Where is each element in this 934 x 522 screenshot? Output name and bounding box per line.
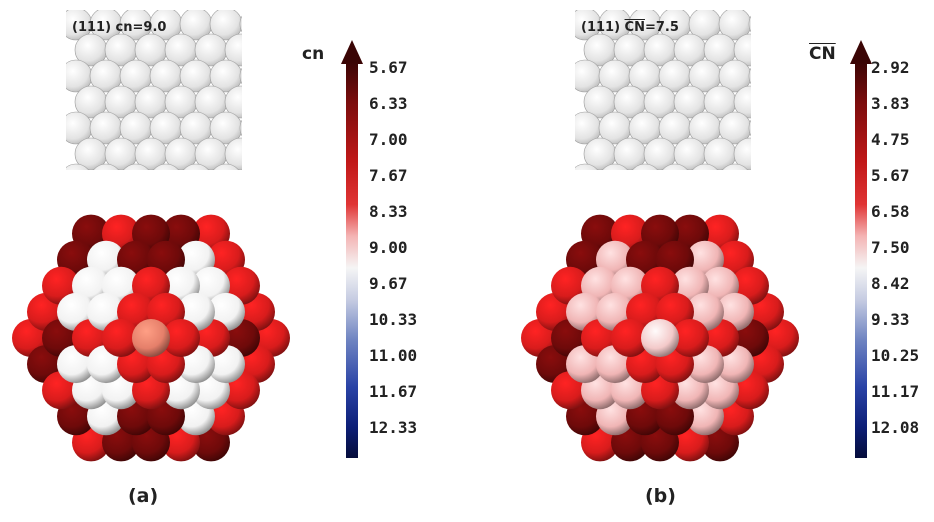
tick-label: 7.50: [871, 238, 910, 257]
surface-atom: [93, 163, 119, 170]
tick-label: 12.33: [369, 418, 418, 437]
tick-label: 10.33: [369, 310, 418, 329]
cluster-atom: [162, 319, 200, 357]
surface-atom: [733, 137, 751, 170]
tick-label: 11.00: [369, 346, 418, 365]
surface-label-symbol: CN: [624, 20, 645, 35]
tick-label: 8.42: [871, 274, 910, 293]
surface-label: (111) CN=7.5: [581, 20, 679, 35]
surface-atom: [748, 15, 751, 33]
colorbar-arrow-icon: [850, 40, 872, 64]
surface-atom: [224, 33, 242, 67]
surface-atom: [692, 163, 718, 170]
tick-label: 7.67: [369, 166, 408, 185]
surface-atom: [748, 67, 751, 85]
tick-label: 9.00: [369, 238, 408, 257]
surface-label-symbol: cn: [115, 20, 133, 35]
cluster-atom: [611, 319, 649, 357]
colorbar-arrow-icon: [341, 40, 363, 64]
surface-atom: [224, 85, 242, 119]
tick-label: 9.33: [871, 310, 910, 329]
surface-atom: [66, 163, 89, 170]
surface-atom: [239, 119, 242, 137]
tick-label: 3.83: [871, 94, 910, 113]
surface-atom: [239, 15, 242, 33]
cluster-atom: [671, 319, 709, 357]
tick-label: 6.58: [871, 202, 910, 221]
surface-label-prefix: (111): [72, 20, 116, 35]
nanoparticle-cluster-image: [521, 214, 799, 462]
surface-label: (111) cn=9.0: [72, 20, 166, 35]
panel-caption: (b): [645, 485, 676, 507]
panel-a: (111) cn=9.0 cn 5.67 6.33 7.00 7.67 8.33…: [12, 10, 418, 507]
tick-label: 5.67: [369, 58, 408, 77]
surface-atom: [718, 111, 751, 145]
cluster-atom: [102, 319, 140, 357]
colorbar: [346, 62, 358, 458]
surface-111-image: [66, 10, 242, 170]
tick-label: 11.17: [871, 382, 920, 401]
surface-atom: [602, 163, 628, 170]
surface-atom: [153, 163, 179, 170]
surface-atom: [209, 59, 242, 93]
tick-label: 11.67: [369, 382, 418, 401]
surface-atom: [209, 111, 242, 145]
tick-label: 12.08: [871, 418, 920, 437]
tick-label: 4.75: [871, 130, 910, 149]
colorbar: [855, 62, 867, 458]
surface-atom: [718, 59, 751, 93]
surface-atom: [575, 163, 598, 170]
surface-label-value: =7.5: [644, 20, 679, 35]
panel-caption: (a): [128, 485, 159, 507]
tick-label: 2.92: [871, 58, 910, 77]
surface-atom: [224, 137, 242, 170]
surface-atom: [733, 33, 751, 67]
surface-atom: [662, 163, 688, 170]
tick-label: 9.67: [369, 274, 408, 293]
surface-atom: [632, 163, 658, 170]
nanoparticle-cluster-image: [12, 214, 290, 462]
colorbar-title: CN: [809, 44, 836, 64]
surface-atom: [183, 163, 209, 170]
surface-111-image: [575, 10, 751, 170]
surface-atom: [123, 163, 149, 170]
surface-atom: [748, 119, 751, 137]
tick-label: 8.33: [369, 202, 408, 221]
tick-label: 6.33: [369, 94, 408, 113]
surface-label-value: =9.0: [132, 20, 167, 35]
surface-atom: [718, 10, 751, 41]
cluster-atom: [132, 319, 170, 357]
surface-atom: [239, 67, 242, 85]
tick-label: 10.25: [871, 346, 920, 365]
surface-atom: [213, 163, 239, 170]
surface-atom: [722, 163, 748, 170]
panel-b: (111) CN=7.5 CN 2.92 3.83 4.75 5.67 6.58…: [467, 0, 934, 522]
tick-label: 5.67: [871, 166, 910, 185]
cluster-atom: [641, 319, 679, 357]
tick-label: 7.00: [369, 130, 408, 149]
surface-label-prefix: (111): [581, 20, 625, 35]
surface-atom: [209, 10, 242, 41]
surface-atom: [733, 85, 751, 119]
colorbar-title: cn: [302, 44, 325, 64]
